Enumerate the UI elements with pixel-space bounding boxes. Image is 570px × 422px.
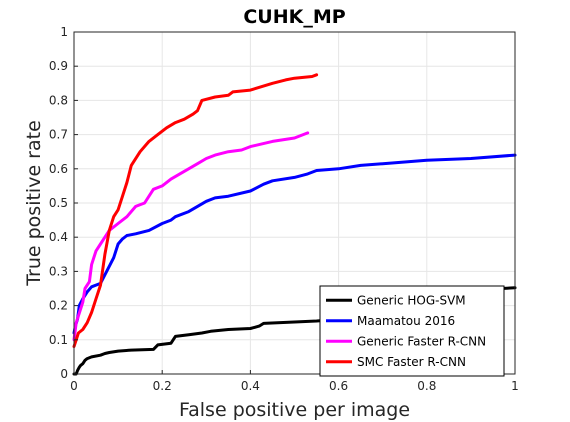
legend-label-0: Generic HOG-SVM [357, 293, 466, 307]
y-tick-label: 0.1 [49, 333, 68, 347]
series-line-2 [72, 131, 310, 342]
legend-label-1: Maamatou 2016 [357, 314, 455, 328]
legend: Generic HOG-SVM Maamatou 2016 Generic Fast… [319, 285, 505, 377]
y-axis-label: True positive rate [23, 120, 45, 287]
y-tick-label: 0.5 [49, 196, 68, 210]
y-tick-label: 1 [60, 25, 68, 39]
y-tick-label: 0.7 [49, 128, 68, 142]
x-tick-label: 1 [511, 379, 519, 393]
plot-lines [72, 73, 517, 376]
x-tick-label: 0.4 [241, 379, 260, 393]
x-tick-label: 0 [70, 379, 78, 393]
x-tick-label: 0.8 [417, 379, 436, 393]
chart-title: CUHK_MP [243, 6, 345, 28]
x-tick-label: 0.6 [329, 379, 348, 393]
y-tick-label: 0.9 [49, 59, 68, 73]
series-line-1 [72, 153, 517, 335]
y-tick-label: 0.8 [49, 93, 68, 107]
x-tick-label: 0.2 [153, 379, 172, 393]
axis-ticks: 0 0.2 0.4 0.6 0.8 1 0 0.1 0.2 0.3 0.4 0.5 0.6 0.7 0.8 0… [49, 25, 519, 393]
series-line-3 [72, 73, 319, 349]
y-tick-label: 0.2 [49, 299, 68, 313]
legend-label-2: Generic Faster R-CNN [357, 334, 486, 348]
y-tick-label: 0 [60, 367, 68, 381]
y-tick-label: 0.3 [49, 264, 68, 278]
y-tick-label: 0.4 [49, 230, 68, 244]
x-axis-label: False positive per image [179, 399, 410, 421]
legend-label-3: SMC Faster R-CNN [357, 355, 466, 369]
y-tick-label: 0.6 [49, 162, 68, 176]
